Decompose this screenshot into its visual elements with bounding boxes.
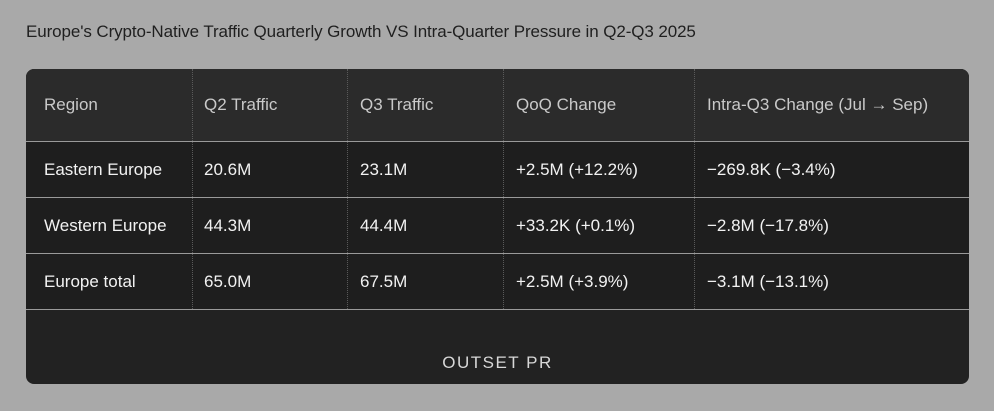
header-intra-q3-change: Intra-Q3 Change (Jul → Sep) (707, 95, 929, 114)
table-cell-q3: 67.5M (360, 271, 408, 291)
column-divider (694, 142, 695, 197)
table-cell-q3: 23.1M (360, 159, 408, 179)
table-cell-region: Europe total (44, 271, 136, 291)
data-table: Region Q2 Traffic Q3 Traffic QoQ Change … (26, 69, 969, 384)
outset-pr-watermark: OUTSET PR (442, 353, 553, 372)
column-divider (192, 198, 193, 253)
table-cell-intra-q3: −2.8M (−17.8%) (707, 215, 829, 235)
column-divider (347, 142, 348, 197)
table-cell-region: Eastern Europe (44, 159, 163, 179)
column-divider (503, 198, 504, 253)
column-divider (694, 198, 695, 253)
table-cell-q3: 44.4M (360, 215, 408, 235)
table-row-europe-total: Europe total 65.0M 67.5M +2.5M (+3.9%) −… (26, 254, 969, 310)
table-cell-q2: 44.3M (204, 215, 252, 235)
column-divider (503, 254, 504, 309)
column-divider (347, 198, 348, 253)
column-divider (694, 254, 695, 309)
column-divider (503, 69, 504, 141)
chart-title: Europe's Crypto-Native Traffic Quarterly… (26, 22, 696, 41)
header-qoq-change: QoQ Change (516, 95, 617, 114)
column-divider (503, 142, 504, 197)
column-divider (192, 254, 193, 309)
header-q3-traffic: Q3 Traffic (360, 95, 434, 114)
column-divider (694, 69, 695, 141)
table-cell-intra-q3: −269.8K (−3.4%) (707, 159, 836, 179)
table-cell-q2: 65.0M (204, 271, 252, 291)
column-divider (192, 69, 193, 141)
table-cell-qoq: +33.2K (+0.1%) (516, 215, 636, 235)
table-row-eastern-europe: Eastern Europe 20.6M 23.1M +2.5M (+12.2%… (26, 142, 969, 198)
table-cell-intra-q3: −3.1M (−13.1%) (707, 271, 829, 291)
table-header-row: Region Q2 Traffic Q3 Traffic QoQ Change … (26, 69, 969, 142)
table-cell-qoq: +2.5M (+12.2%) (516, 159, 638, 179)
table-row-western-europe: Western Europe 44.3M 44.4M +33.2K (+0.1%… (26, 198, 969, 254)
column-divider (192, 142, 193, 197)
table-cell-region: Western Europe (44, 215, 167, 235)
header-region: Region (44, 95, 98, 114)
table-cell-qoq: +2.5M (+3.9%) (516, 271, 629, 291)
table-cell-q2: 20.6M (204, 159, 252, 179)
column-divider (347, 254, 348, 309)
column-divider (347, 69, 348, 141)
header-q2-traffic: Q2 Traffic (204, 95, 278, 114)
